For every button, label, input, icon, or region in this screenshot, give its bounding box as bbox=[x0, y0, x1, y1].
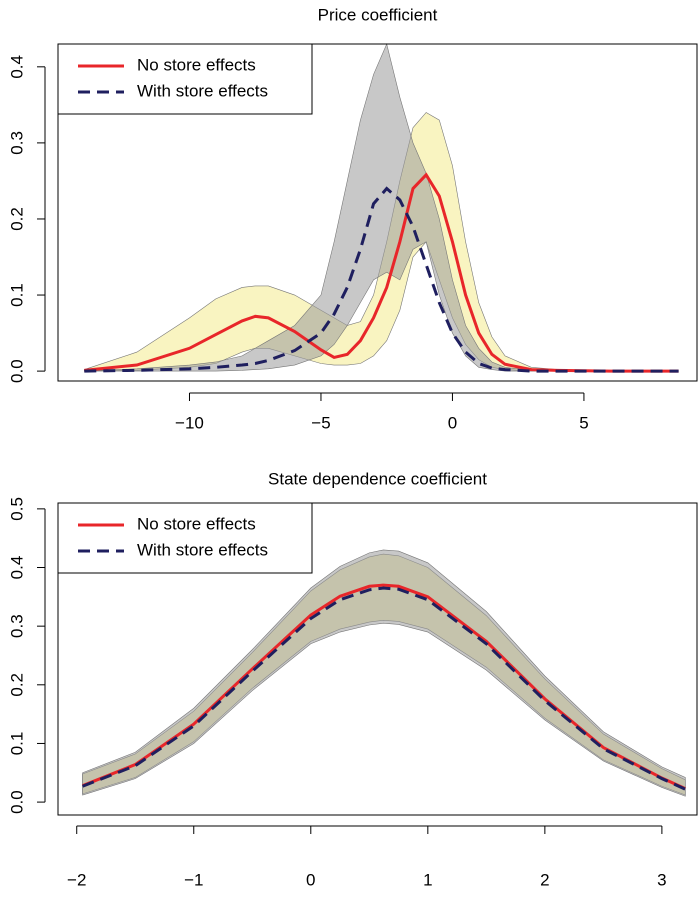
chart-title: State dependence coefficient bbox=[268, 469, 487, 488]
y-tick-label: 0.3 bbox=[7, 131, 26, 155]
legend: No store effects With store effects bbox=[57, 43, 313, 115]
confidence-band bbox=[84, 43, 679, 372]
x-tick-label: −5 bbox=[311, 413, 330, 432]
series-line bbox=[84, 172, 679, 373]
x-tick-label: 2 bbox=[540, 870, 549, 889]
x-tick-label: 0 bbox=[306, 870, 315, 889]
plot-frame bbox=[57, 502, 698, 816]
legend-box bbox=[57, 43, 313, 115]
legend-box bbox=[57, 502, 313, 574]
y-tick-label: 0.1 bbox=[7, 283, 26, 307]
x-tick-label: 5 bbox=[579, 413, 588, 432]
y-tick-label: 0.3 bbox=[7, 614, 26, 638]
x-tick-label: 1 bbox=[423, 870, 432, 889]
x-tick-label: −10 bbox=[175, 413, 204, 432]
y-tick-label: 0.2 bbox=[7, 207, 26, 231]
plot-frame bbox=[57, 43, 698, 382]
y-tick-label: 0.0 bbox=[7, 359, 26, 383]
x-tick-label: −2 bbox=[67, 870, 86, 889]
y-tick-label: 0.4 bbox=[7, 55, 26, 79]
confidence-band bbox=[82, 549, 686, 797]
series-line bbox=[84, 186, 679, 373]
panel: State dependence coefficient −2 −1 0 1 2 3 0.0 0… bbox=[7, 469, 698, 889]
legend-label: No store effects bbox=[137, 514, 256, 533]
x-tick-label: −1 bbox=[184, 870, 203, 889]
y-tick-label: 0.4 bbox=[7, 556, 26, 580]
y-tick-label: 0.5 bbox=[7, 497, 26, 521]
x-tick-label: 3 bbox=[657, 870, 666, 889]
legend: No store effects With store effects bbox=[57, 502, 313, 574]
y-tick-label: 0.2 bbox=[7, 673, 26, 697]
y-tick-label: 0.1 bbox=[7, 732, 26, 756]
y-tick-label: 0.0 bbox=[7, 790, 26, 814]
legend-label: With store effects bbox=[137, 540, 268, 559]
panel: Price coefficient −10 −5 0 5 0.0 0.1 0.2 0.3 0.4 N… bbox=[7, 5, 698, 432]
series-line bbox=[82, 586, 686, 791]
x-tick-label: 0 bbox=[448, 413, 457, 432]
chart-title: Price coefficient bbox=[318, 5, 438, 24]
legend-label: No store effects bbox=[137, 55, 256, 74]
legend-label: With store effects bbox=[137, 81, 268, 100]
